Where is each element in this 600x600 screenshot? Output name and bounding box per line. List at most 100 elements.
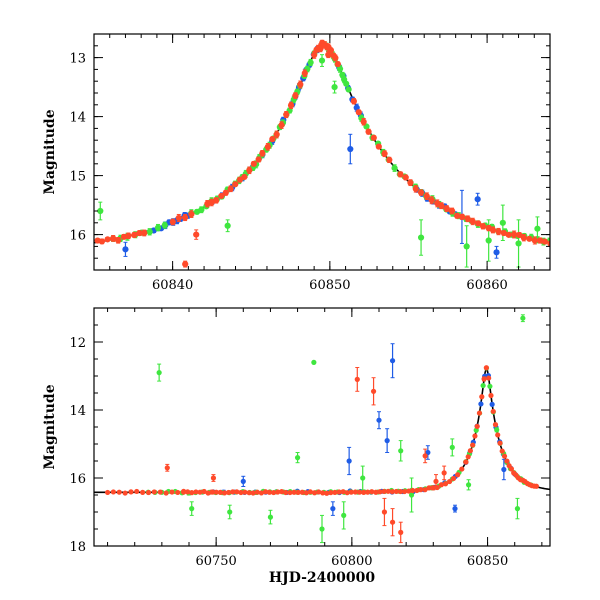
data-point (240, 478, 246, 484)
x-tick-label: 60850 (309, 278, 350, 293)
data-point (515, 240, 522, 247)
data-point (287, 102, 295, 109)
data-point (365, 489, 371, 495)
data-point (340, 489, 346, 495)
y-tick-label: 18 (69, 540, 86, 555)
top-series-2 (97, 40, 550, 268)
data-point (343, 80, 350, 87)
data-point (389, 358, 396, 364)
data-point (526, 235, 533, 242)
data-point (397, 171, 404, 178)
data-point (384, 438, 390, 444)
data-point (511, 231, 518, 238)
data-point (516, 231, 523, 239)
data-point (334, 60, 341, 68)
data-point (348, 489, 354, 495)
data-point (417, 189, 425, 196)
data-point (442, 481, 449, 487)
data-point (225, 489, 232, 496)
data-point (161, 222, 168, 229)
data-point (122, 490, 128, 496)
data-point (489, 401, 495, 407)
data-point (307, 59, 314, 66)
y-tick-label: 16 (69, 472, 86, 487)
data-point (487, 383, 493, 389)
data-point (365, 128, 372, 135)
data-point (242, 489, 248, 495)
data-point (407, 179, 414, 186)
data-point (504, 458, 510, 464)
data-point (209, 489, 215, 495)
data-point (234, 489, 240, 495)
data-point (301, 70, 308, 77)
x-tick-label: 60750 (195, 554, 236, 569)
y-tick-label: 16 (69, 229, 86, 244)
data-point (541, 238, 548, 245)
data-point (412, 185, 419, 192)
data-point (311, 359, 317, 365)
data-point (438, 202, 445, 209)
data-point (156, 370, 162, 376)
data-point (317, 45, 324, 52)
data-point (311, 51, 318, 59)
data-point (227, 509, 233, 515)
top-panel-frame (93, 33, 551, 271)
y-tick-label: 15 (69, 170, 86, 185)
data-point (495, 432, 501, 438)
data-point (208, 199, 215, 206)
data-point (454, 212, 461, 219)
data-point (188, 210, 195, 218)
data-point (104, 489, 111, 496)
data-point (393, 488, 399, 495)
data-point (391, 164, 398, 172)
data-point (169, 489, 175, 495)
data-point (218, 192, 225, 200)
data-point (520, 315, 526, 321)
data-point (370, 388, 377, 394)
data-point (418, 487, 424, 493)
data-point (307, 489, 313, 495)
data-point (370, 134, 377, 141)
data-point (164, 465, 170, 471)
data-point (463, 243, 470, 250)
data-point (493, 249, 500, 256)
data-point (397, 488, 404, 495)
data-point (469, 218, 476, 225)
data-point (122, 246, 129, 253)
data-point (356, 489, 363, 495)
data-point (476, 410, 483, 416)
data-point (227, 185, 234, 192)
data-point (452, 506, 458, 512)
data-point (303, 490, 309, 496)
data-point (295, 489, 301, 495)
data-point (328, 489, 334, 496)
data-point (492, 422, 499, 428)
data-point (182, 214, 189, 221)
data-point (213, 197, 220, 204)
x-tick-label: 60850 (467, 554, 508, 569)
data-point (224, 222, 231, 229)
data-point (459, 213, 466, 220)
data-point (128, 489, 134, 495)
data-point (110, 235, 117, 242)
data-point (443, 205, 450, 212)
data-point (246, 490, 252, 496)
data-point (467, 448, 473, 454)
data-point (465, 482, 472, 488)
data-point (497, 440, 503, 446)
data-point (275, 489, 281, 495)
top-series-1 (122, 45, 500, 259)
data-point (193, 489, 199, 495)
data-point (417, 234, 425, 241)
data-point (422, 453, 428, 459)
data-point (258, 490, 264, 496)
data-point (474, 196, 481, 203)
data-point (480, 382, 486, 389)
data-point (232, 181, 239, 188)
data-point (246, 167, 253, 174)
data-point (267, 514, 274, 520)
data-point (154, 224, 162, 231)
data-point (479, 223, 487, 230)
data-point (494, 427, 500, 433)
data-point (151, 489, 157, 495)
